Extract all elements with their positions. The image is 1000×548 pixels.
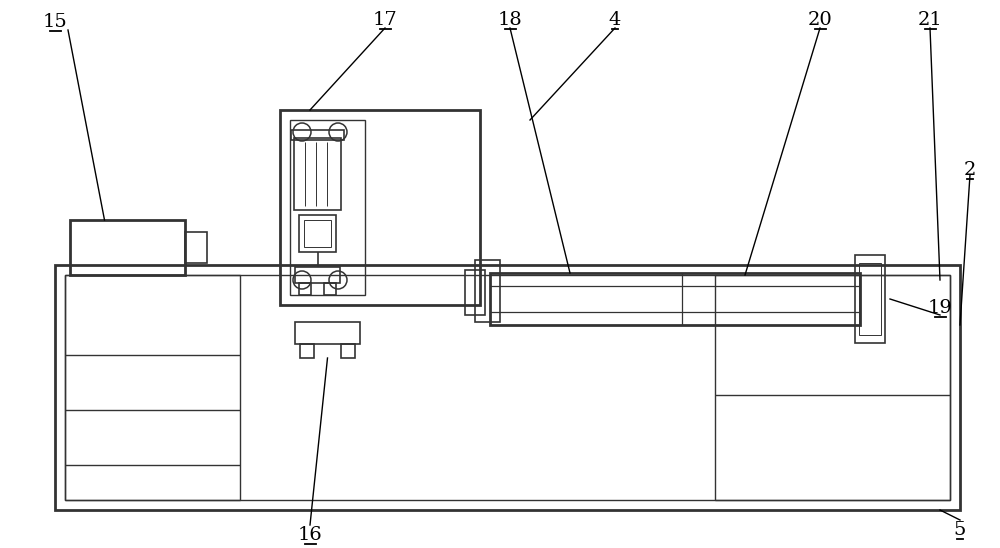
Bar — [465, 270, 485, 315]
Bar — [295, 322, 360, 344]
Bar — [185, 232, 207, 263]
Bar — [299, 215, 336, 252]
Bar — [715, 275, 950, 500]
Bar — [290, 120, 365, 295]
Bar — [294, 138, 341, 210]
Bar — [291, 130, 344, 140]
Bar — [65, 275, 240, 500]
Text: 2: 2 — [964, 161, 976, 179]
Bar — [475, 260, 500, 322]
Text: 16: 16 — [298, 526, 322, 544]
Text: 17: 17 — [373, 11, 397, 29]
Bar — [324, 283, 336, 295]
Bar — [341, 344, 355, 358]
Bar — [300, 344, 314, 358]
Text: 20: 20 — [808, 11, 832, 29]
Text: 19: 19 — [928, 299, 952, 317]
Bar — [859, 263, 881, 335]
Text: 15: 15 — [43, 13, 67, 31]
Text: 18: 18 — [498, 11, 522, 29]
Bar — [55, 265, 960, 510]
Bar — [70, 220, 185, 275]
Bar — [295, 267, 340, 283]
Bar — [855, 255, 885, 343]
Bar — [490, 273, 860, 325]
Bar — [299, 283, 311, 295]
Bar — [304, 220, 331, 247]
Text: 21: 21 — [918, 11, 942, 29]
Bar — [65, 275, 950, 500]
Text: 4: 4 — [609, 11, 621, 29]
Bar — [280, 110, 480, 305]
Text: 5: 5 — [954, 521, 966, 539]
